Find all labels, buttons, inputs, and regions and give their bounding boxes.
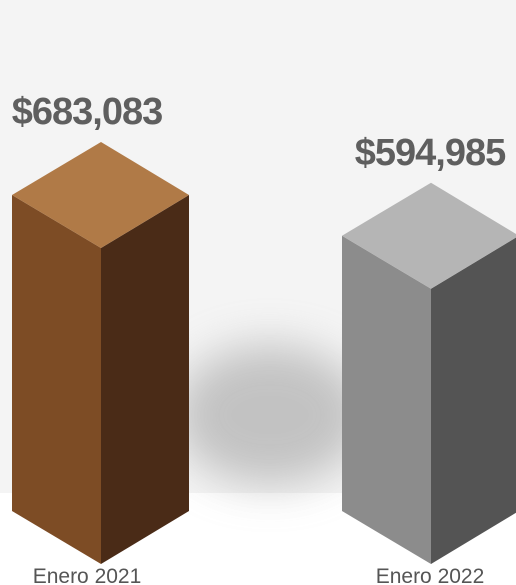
labels-layer: $683,083 Enero 2021 $594,985 Enero 2022 bbox=[12, 91, 507, 585]
bar-front-face bbox=[12, 195, 101, 564]
bar-top-face bbox=[12, 142, 189, 248]
bar-side-face bbox=[431, 237, 516, 564]
category-label: Enero 2021 bbox=[33, 565, 142, 585]
value-label: $683,083 bbox=[12, 91, 163, 133]
bar-side-face bbox=[101, 195, 189, 564]
value-label: $594,985 bbox=[355, 132, 506, 174]
bar-shadow bbox=[175, 345, 365, 485]
bar-top-face bbox=[342, 182, 516, 289]
bar-2 bbox=[342, 182, 516, 564]
bar-1 bbox=[12, 142, 189, 564]
bar-front-face bbox=[342, 235, 431, 564]
bars-layer bbox=[12, 142, 516, 564]
shadow-layer bbox=[175, 345, 365, 485]
category-label: Enero 2022 bbox=[376, 565, 485, 585]
